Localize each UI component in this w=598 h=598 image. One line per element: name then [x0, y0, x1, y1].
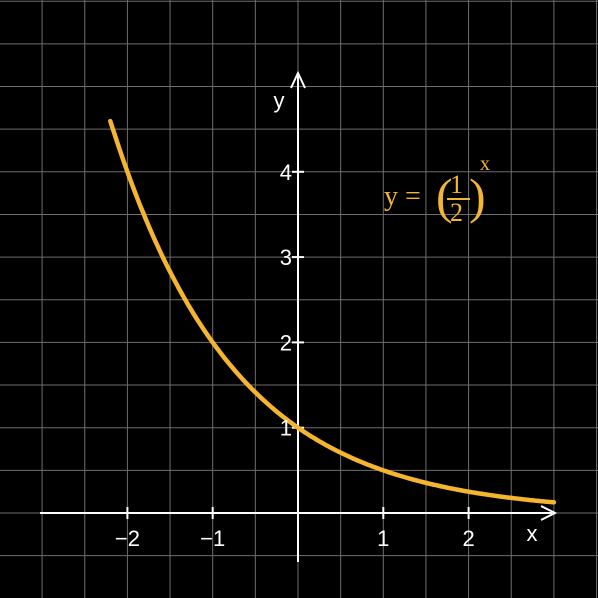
formula-exponent: x [480, 153, 490, 175]
y-axis-arrow [290, 70, 306, 89]
formula-numerator: 1 [450, 170, 463, 199]
function-curve [108, 118, 557, 505]
formula-left-paren: ( [436, 168, 453, 224]
y-tick-label: 4 [280, 160, 292, 185]
x-tick-label: 1 [377, 526, 389, 551]
x-tick-label: −2 [115, 526, 140, 551]
x-tick-label: 2 [462, 526, 474, 551]
y-tick-label: 2 [280, 330, 292, 355]
x-tick-label: −1 [200, 526, 225, 551]
y-axis-label: y [274, 88, 285, 113]
formula-right-paren: ) [469, 168, 486, 224]
axes [40, 70, 558, 562]
y-tick-label: 1 [280, 416, 292, 441]
curve-layer [108, 118, 557, 505]
formula-annotation: y = ( 1 2 ) x [384, 153, 490, 227]
y-tick-label: 3 [280, 245, 292, 270]
x-axis-label: x [527, 521, 538, 546]
formula-denominator: 2 [450, 198, 463, 227]
x-axis-arrow [540, 505, 558, 521]
formula-lhs: y = [384, 181, 421, 212]
